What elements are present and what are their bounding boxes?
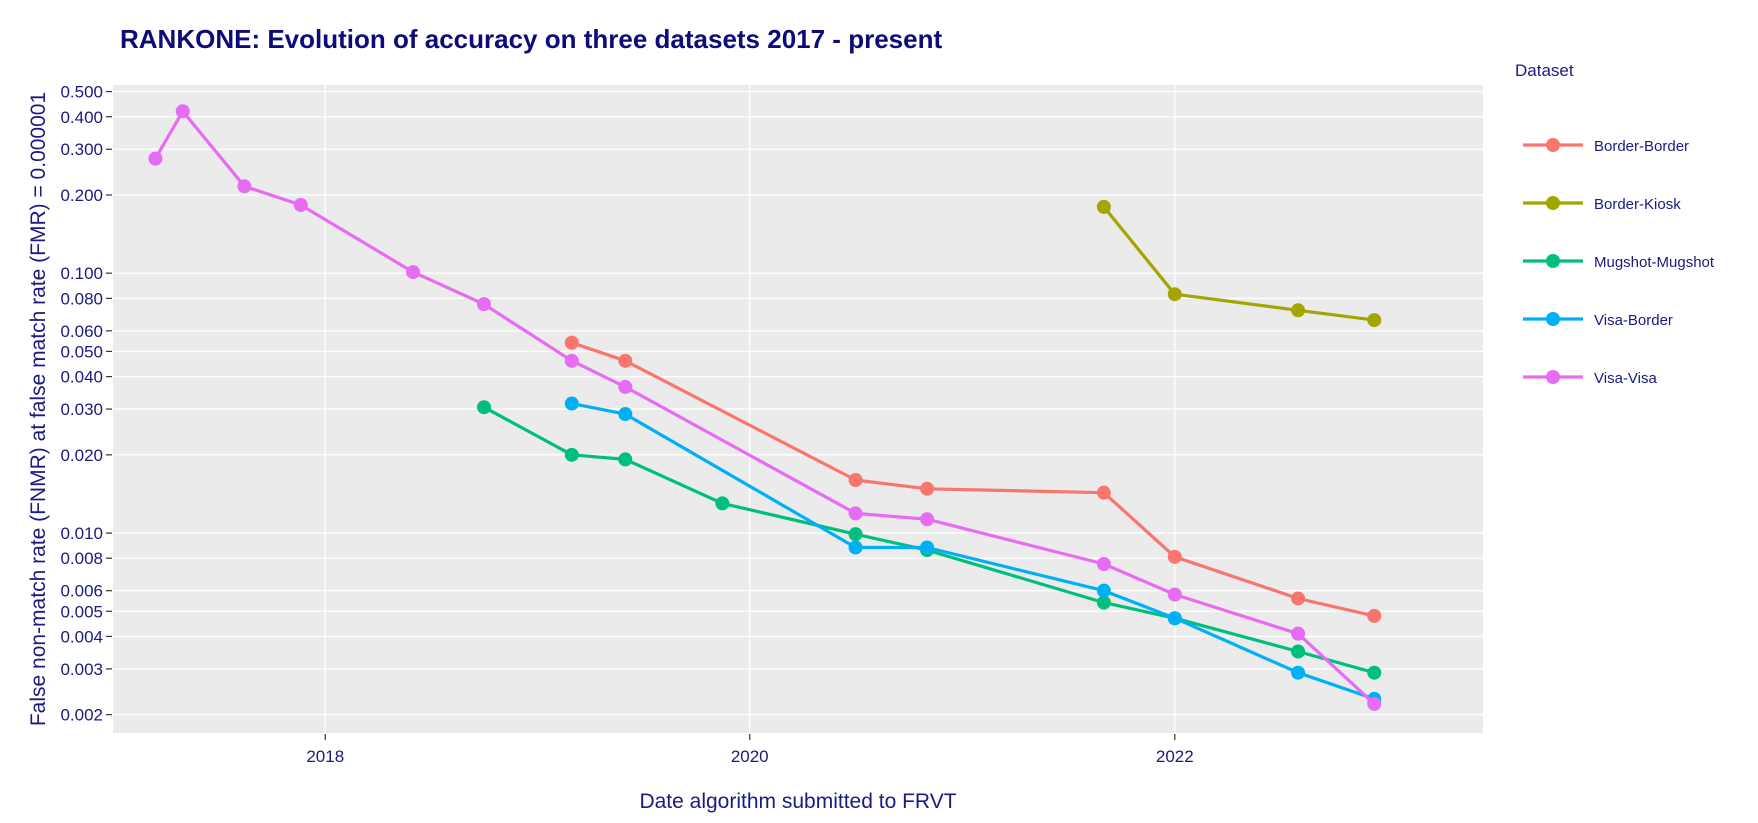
legend: Dataset Border-Border Border-Kiosk Mugshot… bbox=[1515, 61, 1715, 387]
legend-key-marker-border-border bbox=[1546, 138, 1560, 152]
data-point-border-border bbox=[1291, 591, 1306, 606]
data-point-visa-border bbox=[1096, 583, 1111, 598]
y-tick-label: 0.400 bbox=[60, 108, 103, 127]
y-tick-label: 0.020 bbox=[60, 446, 103, 465]
data-point-border-kiosk bbox=[1291, 303, 1306, 318]
legend-label-visa-border: Visa-Border bbox=[1594, 312, 1673, 329]
data-point-border-border bbox=[618, 353, 633, 368]
data-point-border-border bbox=[1096, 485, 1111, 500]
y-tick-label: 0.100 bbox=[60, 264, 103, 283]
y-tick-label: 0.500 bbox=[60, 83, 103, 102]
y-tick-label: 0.060 bbox=[60, 322, 103, 341]
series-visa-border bbox=[564, 396, 1382, 706]
data-point-visa-border bbox=[920, 540, 935, 555]
data-point-visa-visa bbox=[148, 151, 163, 166]
data-point-visa-visa bbox=[1367, 696, 1382, 711]
data-point-visa-visa bbox=[618, 379, 633, 394]
x-axis-title: Date algorithm submitted to FRVT bbox=[639, 790, 956, 813]
data-point-mugshot-mugshot bbox=[715, 496, 730, 511]
series-line-border-kiosk bbox=[1102, 205, 1376, 322]
legend-label-visa-visa: Visa-Visa bbox=[1594, 370, 1657, 387]
y-tick-label: 0.300 bbox=[60, 140, 103, 159]
data-point-border-border bbox=[564, 335, 579, 350]
y-tick-label: 0.004 bbox=[60, 627, 103, 646]
data-point-visa-border bbox=[618, 407, 633, 422]
y-tick-label: 0.006 bbox=[60, 582, 103, 601]
x-tick-label: 2018 bbox=[306, 747, 344, 766]
data-point-border-border bbox=[848, 472, 863, 487]
y-tick-label: 0.010 bbox=[60, 524, 103, 543]
y-tick-label: 0.030 bbox=[60, 400, 103, 419]
data-point-mugshot-mugshot bbox=[1096, 595, 1111, 610]
series-line-visa-border bbox=[570, 402, 1376, 701]
data-point-visa-visa bbox=[476, 297, 491, 312]
series-line-mugshot-mugshot bbox=[482, 405, 1376, 675]
series-layer bbox=[148, 104, 1382, 711]
data-point-mugshot-mugshot bbox=[1367, 665, 1382, 680]
x-tick-label: 2022 bbox=[1156, 747, 1194, 766]
y-tick-label: 0.050 bbox=[60, 342, 103, 361]
series-visa-visa bbox=[148, 104, 1382, 711]
data-point-visa-visa bbox=[564, 353, 579, 368]
chart-title: RANKONE: Evolution of accuracy on three … bbox=[120, 24, 942, 54]
data-point-visa-visa bbox=[237, 179, 252, 194]
data-point-visa-visa bbox=[1096, 557, 1111, 572]
y-tick-label: 0.002 bbox=[60, 706, 103, 725]
x-axis: 2018 2020 2022 bbox=[306, 734, 1194, 766]
grid bbox=[113, 85, 1483, 733]
legend-label-border-border: Border-Border bbox=[1594, 138, 1689, 155]
data-point-border-kiosk bbox=[1096, 199, 1111, 214]
y-tick-label: 0.008 bbox=[60, 549, 103, 568]
data-point-mugshot-mugshot bbox=[476, 400, 491, 415]
data-point-mugshot-mugshot bbox=[848, 527, 863, 542]
y-tick-label: 0.005 bbox=[60, 602, 103, 621]
data-point-visa-visa bbox=[1291, 626, 1306, 641]
legend-key-marker-visa-visa bbox=[1546, 370, 1560, 384]
legend-label-border-kiosk: Border-Kiosk bbox=[1594, 196, 1681, 213]
data-point-visa-visa bbox=[175, 104, 190, 119]
legend-key-marker-visa-border bbox=[1546, 312, 1560, 326]
legend-label-mugshot-mugshot: Mugshot-Mugshot bbox=[1594, 254, 1715, 271]
data-point-visa-visa bbox=[1167, 587, 1182, 602]
y-axis-title: False non-match rate (FNMR) at false mat… bbox=[27, 92, 50, 726]
data-point-visa-border bbox=[564, 396, 579, 411]
data-point-visa-visa bbox=[920, 512, 935, 527]
series-border-kiosk bbox=[1096, 199, 1382, 328]
y-tick-label: 0.003 bbox=[60, 660, 103, 679]
y-tick-label: 0.040 bbox=[60, 368, 103, 387]
x-tick-label: 2020 bbox=[731, 747, 769, 766]
y-tick-label: 0.080 bbox=[60, 289, 103, 308]
series-line-border-border bbox=[570, 341, 1376, 618]
y-tick-label: 0.200 bbox=[60, 186, 103, 205]
data-point-visa-visa bbox=[848, 506, 863, 521]
legend-key-marker-mugshot-mugshot bbox=[1546, 254, 1560, 268]
data-point-visa-border bbox=[848, 540, 863, 555]
series-border-border bbox=[564, 335, 1382, 623]
legend-title: Dataset bbox=[1515, 61, 1574, 80]
data-point-border-border bbox=[920, 481, 935, 496]
series-line-visa-visa bbox=[153, 109, 1376, 706]
data-point-mugshot-mugshot bbox=[564, 447, 579, 462]
data-point-visa-visa bbox=[293, 198, 308, 213]
data-point-mugshot-mugshot bbox=[618, 452, 633, 467]
data-point-border-kiosk bbox=[1167, 287, 1182, 302]
data-point-visa-border bbox=[1167, 611, 1182, 626]
data-point-border-border bbox=[1367, 608, 1382, 623]
data-point-visa-border bbox=[1291, 665, 1306, 680]
data-point-border-border bbox=[1167, 549, 1182, 564]
data-point-mugshot-mugshot bbox=[1291, 644, 1306, 659]
data-point-border-kiosk bbox=[1367, 313, 1382, 328]
legend-key-marker-border-kiosk bbox=[1546, 196, 1560, 210]
data-point-visa-visa bbox=[406, 265, 421, 280]
